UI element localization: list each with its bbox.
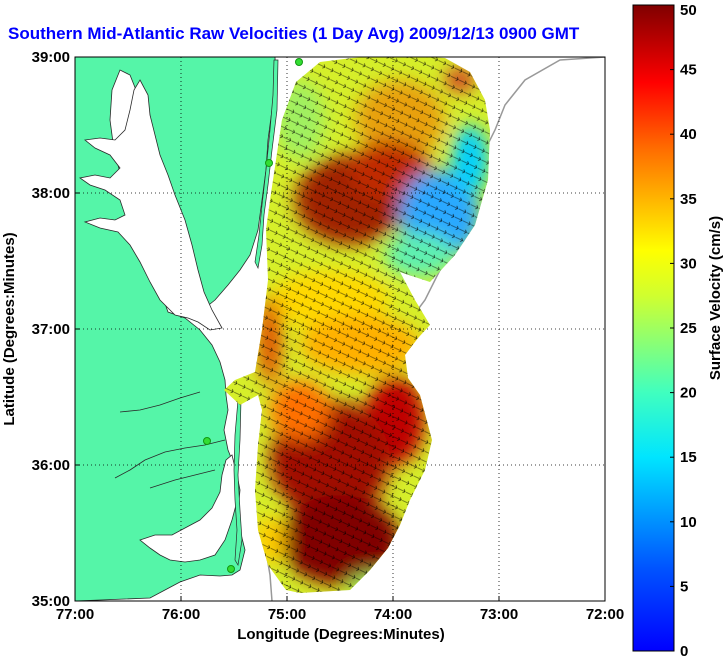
radar-station-marker <box>227 565 235 573</box>
y-tick-label: 36:00 <box>32 457 70 474</box>
y-tick-label: 37:00 <box>32 321 70 338</box>
map-title: Southern Mid-Atlantic Raw Velocities (1 … <box>8 24 580 43</box>
radar-station-marker <box>265 159 273 167</box>
grid-lines <box>75 57 605 601</box>
colorbar <box>632 4 675 652</box>
map-plot-area <box>75 57 605 601</box>
colorbar-tick-label: 5 <box>680 578 688 595</box>
colorbar-tick-label: 35 <box>680 191 697 208</box>
colorbar-tick-label: 20 <box>680 385 697 402</box>
y-tick-label: 39:00 <box>32 49 70 66</box>
radar-station-marker <box>203 437 211 445</box>
y-axis: 39:00 38:00 37:00 36:00 35:00 <box>32 49 80 610</box>
colorbar-tick-label: 15 <box>680 449 697 466</box>
x-tick-label: 77:00 <box>56 606 94 623</box>
radar-station-marker <box>295 58 303 66</box>
y-tick-label: 35:00 <box>32 593 70 610</box>
x-axis: 77:00 76:00 75:00 74:00 73:00 72:00 <box>56 596 624 623</box>
y-axis-label: Latitude (Degrees:Minutes) <box>1 232 18 425</box>
colorbar-tick-label: 50 <box>680 2 697 19</box>
x-tick-label: 76:00 <box>162 606 200 623</box>
chesapeake-bay <box>79 79 223 331</box>
colorbar-tick-label: 40 <box>680 126 697 143</box>
colorbar-tick-label: 30 <box>680 255 697 272</box>
colorbar-label: Surface Velocity (cm/s) <box>707 216 724 380</box>
y-tick-label: 38:00 <box>32 185 70 202</box>
colorbar-tick-label: 45 <box>680 62 697 79</box>
colorbar-tick-label: 25 <box>680 320 697 337</box>
colorbar-tick-label: 0 <box>680 643 688 659</box>
x-tick-label: 72:00 <box>586 606 624 623</box>
colorbar-tick-label: 10 <box>680 514 697 531</box>
x-tick-label: 75:00 <box>268 606 306 623</box>
x-tick-label: 73:00 <box>480 606 518 623</box>
barrier-islands <box>233 59 279 567</box>
x-tick-label: 74:00 <box>374 606 412 623</box>
albemarle-sound <box>114 391 226 489</box>
pamlico-sound <box>139 454 239 563</box>
x-axis-label: Longitude (Degrees:Minutes) <box>237 626 445 643</box>
